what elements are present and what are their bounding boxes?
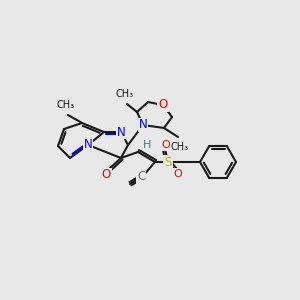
- Text: N: N: [84, 139, 92, 152]
- Text: O: O: [101, 169, 111, 182]
- Text: C: C: [137, 170, 145, 184]
- Text: S: S: [164, 155, 172, 169]
- Text: N: N: [117, 125, 125, 139]
- Text: N: N: [139, 118, 147, 131]
- Text: O: O: [162, 140, 170, 150]
- Text: H: H: [143, 140, 152, 150]
- Text: CH₃: CH₃: [171, 142, 189, 152]
- Text: CH₃: CH₃: [57, 100, 75, 110]
- Text: CH₃: CH₃: [116, 89, 134, 99]
- Text: O: O: [174, 169, 182, 179]
- Text: O: O: [158, 98, 168, 112]
